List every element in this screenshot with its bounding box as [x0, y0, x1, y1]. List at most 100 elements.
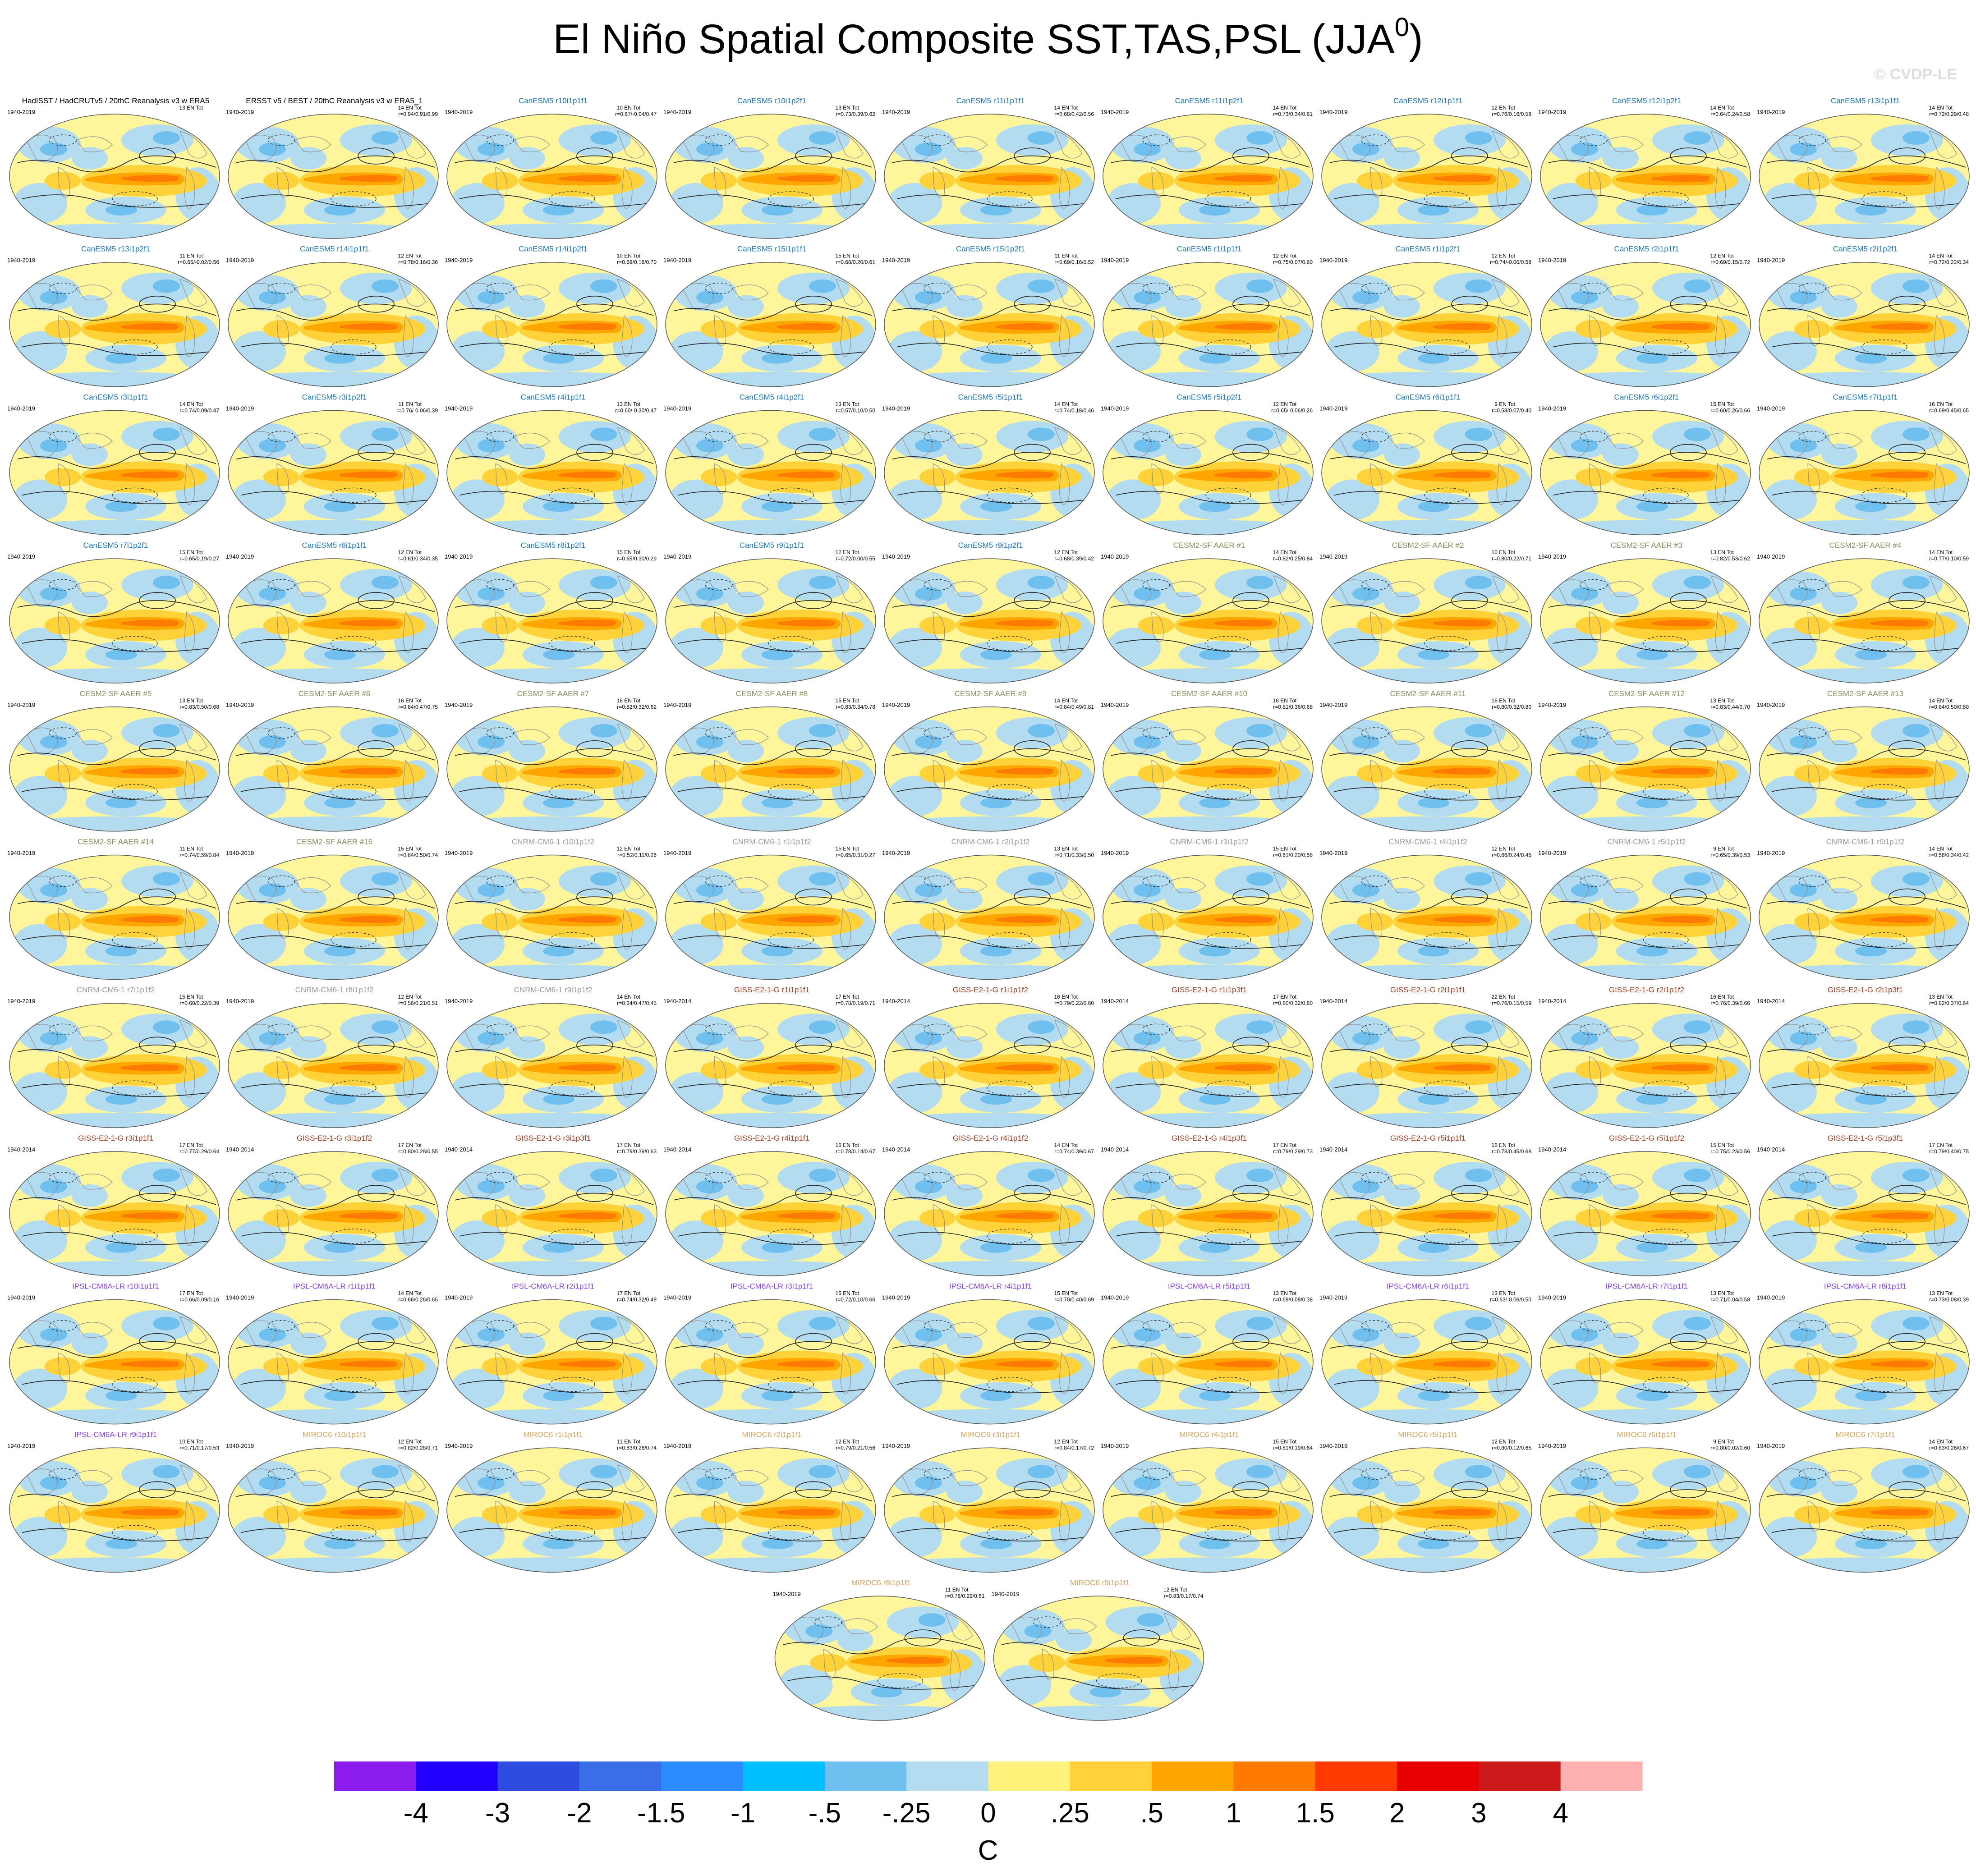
panel-events: 14 EN Tot [1929, 1438, 1953, 1445]
panel-events: 14 EN Tot [1929, 105, 1953, 111]
panel-map [227, 854, 439, 983]
panel-map [227, 261, 439, 390]
colorbar-unit: C [978, 1835, 998, 1866]
panel-events: 13 EN Tot [179, 105, 203, 111]
panel-events: 13 EN Tot [179, 697, 203, 704]
panel-map [1758, 409, 1970, 538]
panel: MIROC6 r8i1p1f1 1940-2019 11 EN Totr=0.78/… [773, 1578, 986, 1724]
colorbar-swatch [1152, 1761, 1234, 1791]
panel-map [1539, 558, 1751, 686]
colorbar-label: 4 [1553, 1798, 1568, 1829]
panel-events: 9 EN Tot [1713, 1438, 1734, 1445]
panel-correlation: r=0.52/0.11/0.26 [617, 852, 657, 858]
panel-map [9, 1002, 221, 1131]
panel-correlation: r=0.81/0.36/0.68 [1273, 704, 1313, 710]
panel-events: 16 EN Tot [1710, 994, 1734, 1000]
panel-map [1102, 261, 1314, 390]
panel-period: 1940-2019 [882, 1442, 910, 1449]
panel-title: CESM2-SF AAER #12 [1608, 689, 1685, 698]
panel: GISS-E2-1-G r3i1p1f1 1940-2014 17 EN Totr=… [7, 1134, 221, 1279]
panel-map [1539, 706, 1751, 835]
panel-title: GISS-E2-1-G r2i1p1f1 [1390, 986, 1466, 994]
colorbar-swatch [1479, 1761, 1561, 1791]
panel-events: 12 EN Tot [398, 549, 422, 555]
panel: CanESM5 r3i1p1f1 1940-2019 14 EN Totr=0.74… [7, 393, 221, 538]
panel-events: 12 EN Tot [1163, 1587, 1187, 1593]
panel: CanESM5 r7i1p1f1 1940-2019 16 EN Totr=0.69… [1757, 393, 1970, 538]
panel-map [446, 1447, 658, 1575]
panel-correlation: r=0.80/0.32/0.80 [1492, 704, 1531, 710]
panel-map [1539, 409, 1751, 538]
panel-events: 12 EN Tot [1710, 253, 1734, 259]
panel: GISS-E2-1-G r2i1p1f2 1940-2014 16 EN Totr=… [1538, 986, 1751, 1131]
panel-title: CanESM5 r6i1p2f1 [1614, 393, 1679, 401]
panel-map [1539, 1299, 1751, 1427]
panel-map [665, 706, 877, 835]
panel-title: GISS-E2-1-G r4i1p1f1 [734, 1134, 809, 1142]
panel-correlation: r=0.73/0.08/0.39 [1929, 1297, 1969, 1303]
panel: CNRM-CM6-1 r7i1p1f2 1940-2019 15 EN Totr=0… [7, 986, 221, 1131]
panel-events: 13 EN Tot [1710, 549, 1734, 555]
panel: IPSL-CM6A-LR r3i1p1f1 1940-2019 15 EN Totr… [663, 1282, 877, 1427]
panel-events: 12 EN Tot [1273, 253, 1297, 259]
panel: IPSL-CM6A-LR r4i1p1f1 1940-2019 15 EN Totr… [882, 1282, 1095, 1427]
panel-map [665, 1299, 877, 1427]
panel-period: 1940-2014 [663, 998, 691, 1005]
panel: CanESM5 r4i1p2f1 1940-2019 13 EN Totr=0.57… [663, 393, 877, 538]
panel-title: MIROC6 r7i1p1f1 [1835, 1430, 1895, 1439]
panel: MIROC6 r10i1p1f1 1940-2019 12 EN Totr=0.82… [226, 1430, 439, 1575]
panel-events: 12 EN Tot [1054, 1438, 1078, 1445]
panel: CanESM5 r14i1p2f1 1940-2019 10 EN Totr=0.6… [445, 245, 658, 390]
panel-map [1758, 1447, 1970, 1575]
panel-map [9, 113, 221, 242]
panel-map [1321, 1151, 1533, 1279]
panel-map [883, 1447, 1095, 1575]
panel: CNRM-CM6-1 r6i1p1f2 1940-2019 14 EN Totr=0… [1757, 838, 1970, 983]
panel: IPSL-CM6A-LR r5i1p1f1 1940-2019 13 EN Totr… [1101, 1282, 1314, 1427]
panel-correlation: r=0.80/0.28/0.55 [398, 1148, 438, 1155]
panel-title: GISS-E2-1-G r2i1p3f1 [1828, 986, 1903, 994]
panel-correlation: r=0.84/0.50/0.74 [398, 852, 438, 858]
panel-correlation: r=0.84/0.50/0.80 [1929, 704, 1969, 710]
panel-map [665, 113, 877, 242]
panel-map [1102, 558, 1314, 686]
panel: GISS-E2-1-G r4i1p1f2 1940-2014 14 EN Totr=… [882, 1134, 1095, 1279]
panel-events: 14 EN Tot [1054, 697, 1078, 704]
panel-events: 17 EN Tot [179, 1142, 203, 1148]
panel-correlation: r=0.79/0.39/0.63 [617, 1148, 657, 1155]
panel-title: CESM2-SF AAER #8 [736, 689, 808, 698]
panel-period: 1940-2019 [1319, 405, 1347, 412]
panel-title: GISS-E2-1-G r4i1p3f1 [1172, 1134, 1247, 1142]
panel-period: 1940-2019 [882, 109, 910, 115]
panel-map [1102, 1002, 1314, 1131]
panel-map [665, 1002, 877, 1131]
panel-map [446, 409, 658, 538]
panel-map [227, 1299, 439, 1427]
panel-period: 1940-2019 [226, 850, 254, 857]
panel-events: 14 EN Tot [1054, 1142, 1078, 1148]
panel-map [883, 558, 1095, 686]
panel-correlation: r=0.68/0.42/0.56 [1054, 111, 1094, 117]
panel-correlation: r=0.65/0.31/0.27 [836, 852, 875, 858]
panel-correlation: r=0.60/0.22/0.39 [179, 1000, 219, 1006]
panel-correlation: r=0.83/0.26/0.67 [1929, 1445, 1969, 1451]
panel-events: 12 EN Tot [1492, 1438, 1516, 1445]
panel-period: 1940-2014 [882, 998, 910, 1005]
panel-correlation: r=0.82/0.25/0.84 [1273, 555, 1313, 562]
panel-period: 1940-2019 [226, 1442, 254, 1449]
panel-events: 17 EN Tot [617, 1142, 641, 1148]
panel: CanESM5 r6i1p1f1 1940-2019 9 EN Totr=0.58/… [1319, 393, 1533, 538]
panel-correlation: r=0.74/0.09/0.47 [179, 407, 219, 413]
panel-map [227, 1151, 439, 1279]
panel-correlation: r=0.68/0.39/0.42 [1054, 555, 1094, 562]
panel-map [1758, 854, 1970, 983]
panel-events: 13 EN Tot [1054, 846, 1078, 852]
colorbar-label: -.5 [809, 1798, 841, 1829]
panel-map [1539, 1151, 1751, 1279]
panel-correlation: r=0.81/0.19/0.64 [1273, 1445, 1313, 1451]
panel-period: 1940-2019 [445, 109, 473, 115]
colorbar-label: 1 [1226, 1798, 1241, 1829]
panel-period: 1940-2019 [1757, 257, 1785, 264]
panel-period: 1940-2019 [1538, 405, 1566, 412]
panel-map [9, 409, 221, 538]
